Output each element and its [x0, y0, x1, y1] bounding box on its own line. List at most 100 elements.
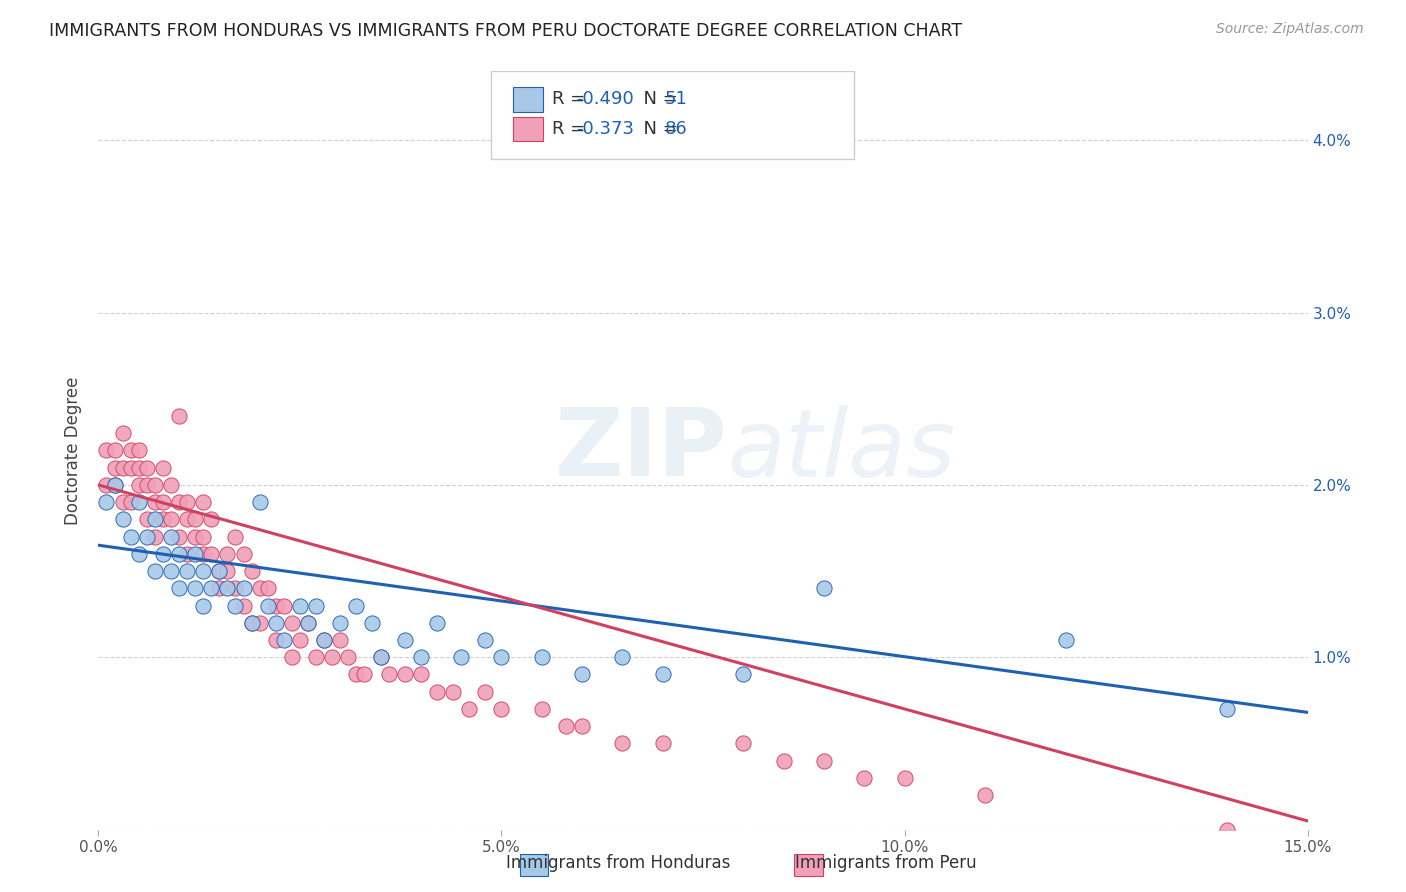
Point [128, 495, 150, 509]
Point [135, 512, 157, 526]
Point [441, 684, 464, 698]
Text: -0.373: -0.373 [576, 120, 634, 138]
Point [217, 547, 239, 561]
Point [450, 650, 472, 665]
FancyBboxPatch shape [492, 71, 855, 159]
Point [571, 667, 593, 681]
Point [1054, 633, 1077, 648]
Point [167, 530, 190, 544]
Point [1216, 702, 1239, 716]
Point [853, 771, 876, 785]
Point [329, 633, 352, 648]
Point [103, 478, 125, 492]
Point [96, 443, 118, 458]
Point [256, 582, 278, 596]
Point [135, 530, 157, 544]
Point [361, 615, 384, 630]
Point [571, 719, 593, 733]
Point [232, 582, 254, 596]
Point [143, 530, 166, 544]
Point [193, 495, 215, 509]
Point [160, 478, 183, 492]
Point [208, 564, 231, 578]
Point [200, 582, 222, 596]
FancyBboxPatch shape [520, 854, 548, 876]
Point [128, 443, 150, 458]
Point [491, 702, 513, 716]
Point [281, 650, 304, 665]
Text: Immigrants from Honduras: Immigrants from Honduras [506, 855, 731, 872]
Point [167, 547, 190, 561]
Point [103, 478, 125, 492]
Point [288, 633, 311, 648]
Point [232, 547, 254, 561]
Point [128, 547, 150, 561]
Point [281, 615, 304, 630]
Text: N =: N = [631, 120, 683, 138]
Point [305, 599, 328, 613]
Point [772, 754, 794, 768]
Point [232, 599, 254, 613]
Point [733, 667, 755, 681]
Point [305, 650, 328, 665]
Text: Source: ZipAtlas.com: Source: ZipAtlas.com [1216, 22, 1364, 37]
Text: R =: R = [551, 120, 591, 138]
Point [297, 615, 319, 630]
Point [103, 443, 125, 458]
Point [152, 547, 174, 561]
Point [530, 702, 553, 716]
Point [651, 667, 673, 681]
Point [160, 512, 183, 526]
Point [974, 788, 997, 802]
Point [249, 582, 271, 596]
Text: 86: 86 [664, 120, 688, 138]
Point [193, 530, 215, 544]
Point [249, 615, 271, 630]
Point [491, 650, 513, 665]
Point [176, 564, 198, 578]
Point [370, 650, 392, 665]
Point [208, 564, 231, 578]
Point [224, 599, 246, 613]
Point [288, 599, 311, 613]
Point [337, 650, 360, 665]
Text: ZIP: ZIP [554, 404, 727, 497]
Point [135, 460, 157, 475]
Point [426, 615, 449, 630]
Point [184, 512, 207, 526]
Point [143, 564, 166, 578]
Point [530, 650, 553, 665]
Point [297, 615, 319, 630]
Point [96, 495, 118, 509]
Point [103, 460, 125, 475]
Y-axis label: Doctorate Degree: Doctorate Degree [65, 376, 83, 524]
Point [612, 736, 634, 750]
Point [813, 582, 835, 596]
Text: 51: 51 [664, 90, 688, 109]
FancyBboxPatch shape [794, 854, 823, 876]
Point [135, 478, 157, 492]
Point [167, 495, 190, 509]
Point [193, 547, 215, 561]
Point [474, 684, 496, 698]
Point [143, 478, 166, 492]
Point [217, 564, 239, 578]
Point [176, 547, 198, 561]
Point [273, 599, 295, 613]
Point [474, 633, 496, 648]
Point [344, 599, 367, 613]
Text: -0.490: -0.490 [576, 90, 634, 109]
Point [193, 564, 215, 578]
Point [409, 667, 432, 681]
Point [314, 633, 336, 648]
Point [264, 633, 287, 648]
Point [120, 443, 142, 458]
Point [394, 633, 416, 648]
Point [555, 719, 578, 733]
Point [264, 615, 287, 630]
Point [96, 478, 118, 492]
Point [893, 771, 915, 785]
Point [314, 633, 336, 648]
Text: atlas: atlas [727, 405, 956, 496]
Point [321, 650, 343, 665]
